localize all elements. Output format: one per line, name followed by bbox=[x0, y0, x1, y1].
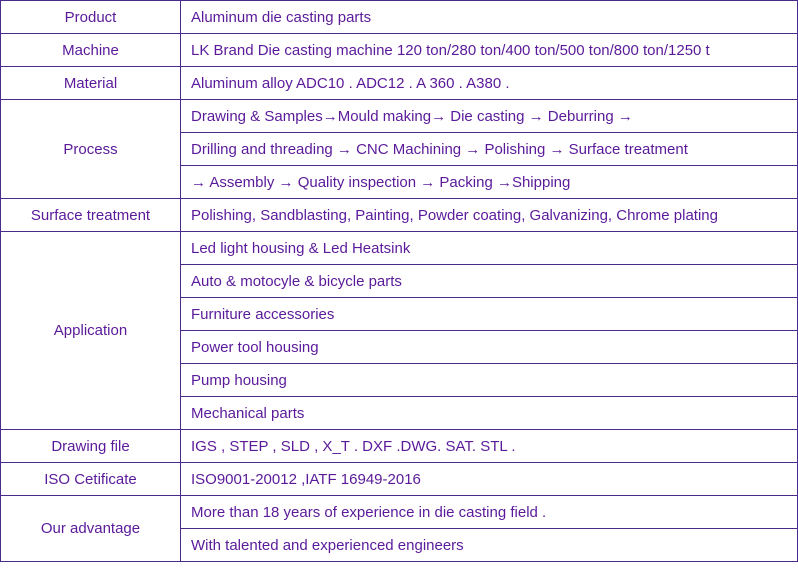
value-iso-certificate: ISO9001-20012 ,IATF 16949-2016 bbox=[181, 463, 798, 496]
specification-table: Product Aluminum die casting parts Machi… bbox=[0, 0, 798, 562]
label-product: Product bbox=[1, 1, 181, 34]
value-product: Aluminum die casting parts bbox=[181, 1, 798, 34]
value-process-1: Drawing & Samples→Mould making→ Die cast… bbox=[181, 100, 798, 133]
label-our-advantage: Our advantage bbox=[1, 496, 181, 562]
value-application-6: Mechanical parts bbox=[181, 397, 798, 430]
value-material: Aluminum alloy ADC10 . ADC12 . A 360 . A… bbox=[181, 67, 798, 100]
label-machine: Machine bbox=[1, 34, 181, 67]
value-application-2: Auto & motocyle & bicycle parts bbox=[181, 265, 798, 298]
label-application: Application bbox=[1, 232, 181, 430]
table-row: ISO Cetificate ISO9001-20012 ,IATF 16949… bbox=[1, 463, 798, 496]
label-drawing-file: Drawing file bbox=[1, 430, 181, 463]
table-row: Application Led light housing & Led Heat… bbox=[1, 232, 798, 265]
table-row: Surface treatment Polishing, Sandblastin… bbox=[1, 199, 798, 232]
table-row: Product Aluminum die casting parts bbox=[1, 1, 798, 34]
label-material: Material bbox=[1, 67, 181, 100]
value-our-advantage-2: With talented and experienced engineers bbox=[181, 529, 798, 562]
value-drawing-file: IGS , STEP , SLD , X_T . DXF .DWG. SAT. … bbox=[181, 430, 798, 463]
value-machine: LK Brand Die casting machine 120 ton/280… bbox=[181, 34, 798, 67]
table-row: Process Drawing & Samples→Mould making→ … bbox=[1, 100, 798, 133]
value-surface-treatment: Polishing, Sandblasting, Painting, Powde… bbox=[181, 199, 798, 232]
table-row: Drawing file IGS , STEP , SLD , X_T . DX… bbox=[1, 430, 798, 463]
value-application-1: Led light housing & Led Heatsink bbox=[181, 232, 798, 265]
table-row: Our advantage More than 18 years of expe… bbox=[1, 496, 798, 529]
value-application-5: Pump housing bbox=[181, 364, 798, 397]
value-our-advantage-1: More than 18 years of experience in die … bbox=[181, 496, 798, 529]
value-application-3: Furniture accessories bbox=[181, 298, 798, 331]
table-row: Material Aluminum alloy ADC10 . ADC12 . … bbox=[1, 67, 798, 100]
label-surface-treatment: Surface treatment bbox=[1, 199, 181, 232]
table-row: Machine LK Brand Die casting machine 120… bbox=[1, 34, 798, 67]
value-process-3: → Assembly → Quality inspection → Packin… bbox=[181, 166, 798, 199]
value-application-4: Power tool housing bbox=[181, 331, 798, 364]
label-process: Process bbox=[1, 100, 181, 199]
value-process-2: Drilling and threading → CNC Machining →… bbox=[181, 133, 798, 166]
label-iso-certificate: ISO Cetificate bbox=[1, 463, 181, 496]
